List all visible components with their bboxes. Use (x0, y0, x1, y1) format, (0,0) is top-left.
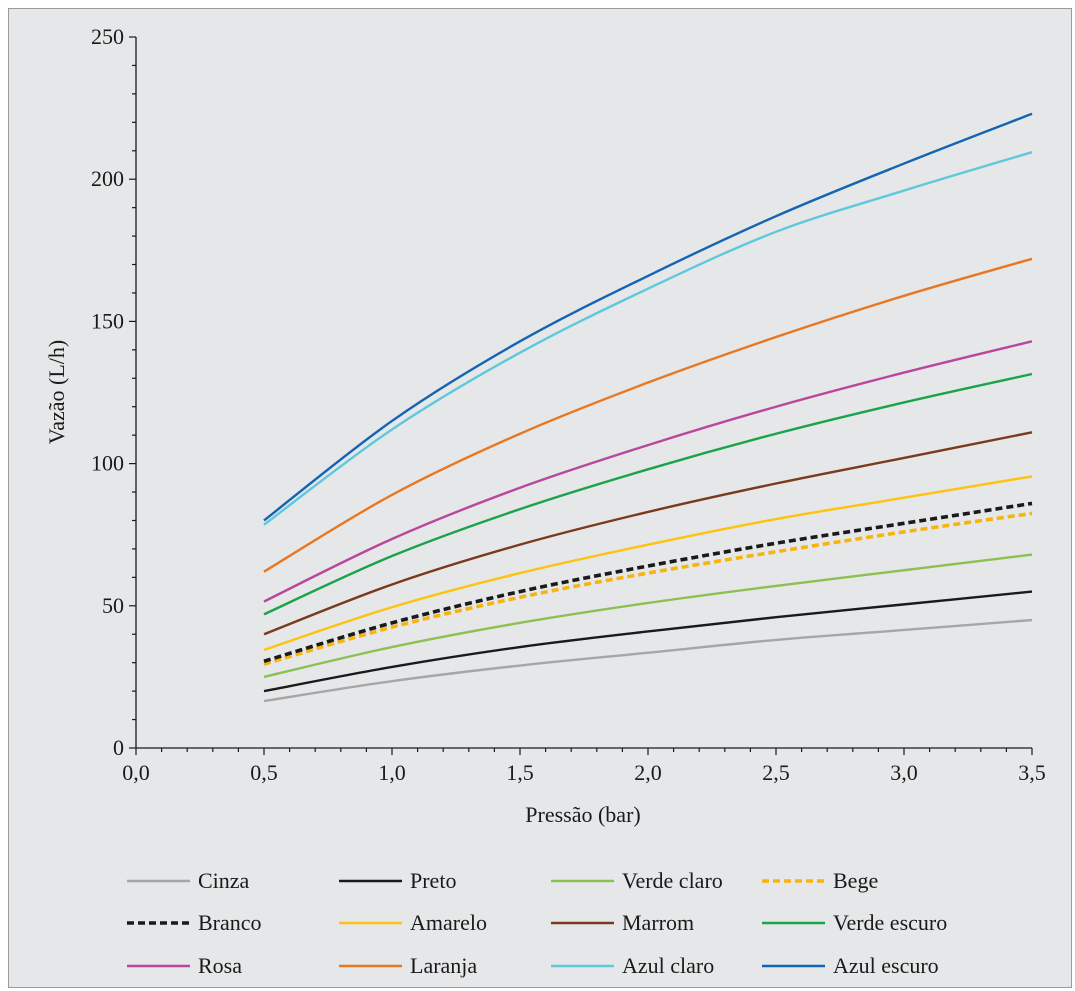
series-line-amarelo (263, 475, 1033, 652)
legend-label: Marrom (622, 910, 694, 935)
legend-item-verde-claro: Verde claro (551, 868, 723, 893)
legend-label: Azul claro (622, 953, 714, 978)
axes: 0 50 100 150 200 250 0,0 0,5 1,0 1,5 2,0 2,5 3,0 3,5 (91, 24, 1046, 785)
y-tick-label: 100 (91, 451, 124, 476)
legend-label: Bege (833, 868, 878, 893)
x-tick-label: 2,0 (634, 760, 662, 785)
x-tick-label: 2,5 (762, 760, 790, 785)
x-tick-label: 3,0 (890, 760, 918, 785)
x-tick-label: 0,5 (250, 760, 278, 785)
legend-label: Amarelo (410, 910, 487, 935)
series-line-branco (263, 501, 1033, 663)
series-line-laranja (263, 257, 1033, 573)
legend-item-marrom: Marrom (551, 910, 694, 935)
series-line-azul-claro (263, 151, 1033, 526)
y-tick-label: 0 (113, 735, 124, 760)
y-tick-label: 50 (102, 593, 124, 618)
legend-label: Verde claro (622, 868, 723, 893)
x-tick-label: 0,0 (122, 760, 150, 785)
legend: Cinza Preto Verde claro Bege Branco Amarelo Ma… (127, 868, 947, 978)
legend-item-verde-escuro: Verde escuro (762, 910, 947, 935)
series-line-bege (263, 511, 1033, 666)
legend-item-bege: Bege (762, 868, 878, 893)
legend-label: Preto (410, 868, 456, 893)
x-tick-label: 1,5 (506, 760, 534, 785)
legend-item-branco: Branco (127, 910, 262, 935)
y-tick-label: 200 (91, 166, 124, 191)
legend-label: Branco (198, 910, 262, 935)
legend-item-amarelo: Amarelo (339, 910, 487, 935)
series-line-azul-escuro (263, 112, 1033, 522)
series-line-rosa (263, 340, 1033, 603)
x-tick-label: 1,0 (378, 760, 406, 785)
y-tick-label: 150 (91, 308, 124, 333)
y-tick-label: 250 (91, 24, 124, 49)
series-line-verde-escuro (263, 372, 1033, 616)
x-tick-label: 3,5 (1018, 760, 1046, 785)
legend-item-cinza: Cinza (127, 868, 250, 893)
x-axis-title: Pressão (bar) (525, 802, 640, 827)
legend-item-rosa: Rosa (127, 953, 242, 978)
legend-label: Cinza (198, 868, 250, 893)
legend-item-laranja: Laranja (339, 953, 477, 978)
series-line-marrom (263, 431, 1033, 636)
legend-label: Laranja (410, 953, 477, 978)
legend-label: Azul escuro (833, 953, 939, 978)
series-line-preto (263, 590, 1033, 693)
legend-label: Rosa (198, 953, 242, 978)
plot-area (263, 112, 1033, 703)
legend-label: Verde escuro (833, 910, 947, 935)
series-line-verde-claro (263, 553, 1033, 679)
legend-item-azul-escuro: Azul escuro (762, 953, 939, 978)
chart-panel (8, 8, 1072, 988)
legend-item-preto: Preto (339, 868, 456, 893)
y-axis-title: Vazão (L/h) (44, 340, 69, 444)
series-line-cinza (263, 618, 1033, 703)
legend-item-azul-claro: Azul claro (551, 953, 714, 978)
